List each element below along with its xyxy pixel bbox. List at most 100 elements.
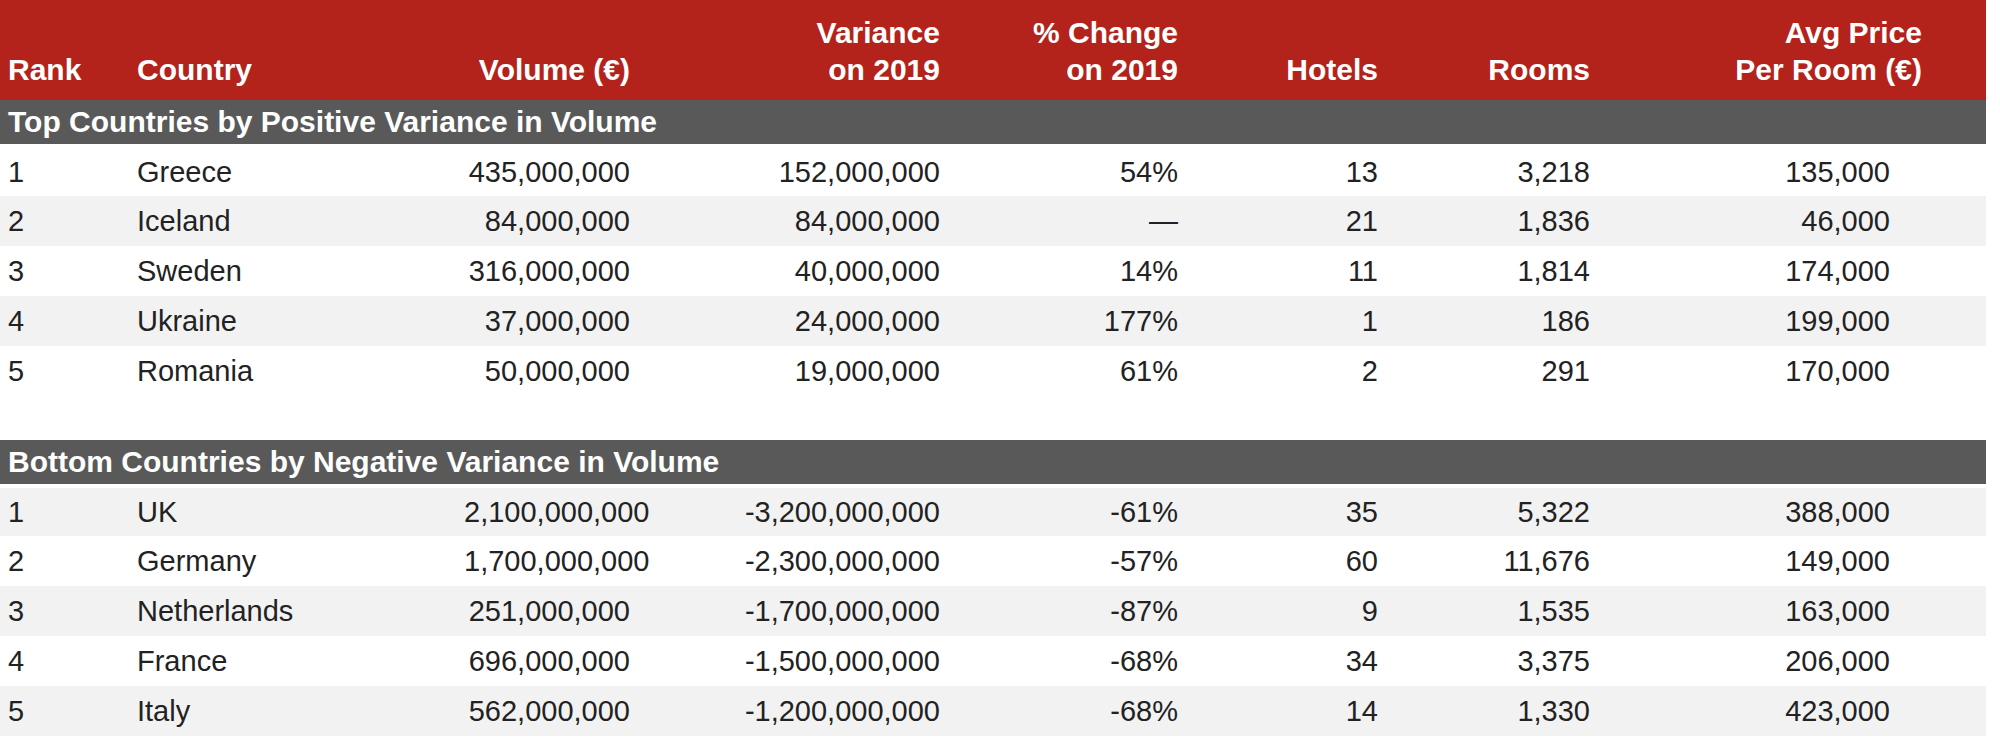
table-header: RankCountryVolume (€)Varianceon 2019% Ch… [0, 0, 1986, 100]
cell-country: Romania [130, 346, 464, 396]
column-header-label: Variance [630, 14, 940, 51]
cell-volume: 562,000,000 [464, 686, 630, 736]
cell-pct_change: -61% [940, 486, 1178, 536]
column-header-volume[interactable]: Volume (€) [464, 0, 630, 100]
cell-avg_price: 388,000 [1590, 486, 1986, 536]
cell-hotels: 13 [1178, 146, 1378, 196]
cell-rooms: 11,676 [1378, 536, 1590, 586]
cell-country: Italy [130, 686, 464, 736]
column-header-label: on 2019 [940, 51, 1178, 88]
cell-volume: 50,000,000 [464, 346, 630, 396]
cell-avg_price: 170,000 [1590, 346, 1986, 396]
cell-pct_change: 177% [940, 296, 1178, 346]
cell-avg_price: 163,000 [1590, 586, 1986, 636]
column-header-country[interactable]: Country [130, 0, 464, 100]
cell-variance: -1,500,000,000 [630, 636, 940, 686]
cell-variance: 19,000,000 [630, 346, 940, 396]
cell-country: Greece [130, 146, 464, 196]
cell-rank: 3 [0, 246, 130, 296]
table-row: 3Netherlands251,000,000-1,700,000,000-87… [0, 586, 1986, 636]
cell-volume: 84,000,000 [464, 196, 630, 246]
cell-volume: 435,000,000 [464, 146, 630, 196]
countries-variance-table: RankCountryVolume (€)Varianceon 2019% Ch… [0, 0, 1986, 736]
column-header-label: Per Room (€) [1590, 51, 1922, 88]
section-title: Bottom Countries by Negative Variance in… [0, 440, 1986, 486]
cell-hotels: 60 [1178, 536, 1378, 586]
cell-pct_change: — [940, 196, 1178, 246]
cell-pct_change: 61% [940, 346, 1178, 396]
table-section: Bottom Countries by Negative Variance in… [0, 440, 1986, 736]
cell-rooms: 291 [1378, 346, 1590, 396]
table-section: Top Countries by Positive Variance in Vo… [0, 100, 1986, 396]
table-row: 4Ukraine37,000,00024,000,000177%1186199,… [0, 296, 1986, 346]
cell-avg_price: 46,000 [1590, 196, 1986, 246]
cell-country: Ukraine [130, 296, 464, 346]
table-row: 2Germany1,700,000,000-2,300,000,000-57%6… [0, 536, 1986, 586]
cell-volume: 316,000,000 [464, 246, 630, 296]
cell-hotels: 14 [1178, 686, 1378, 736]
cell-country: France [130, 636, 464, 686]
cell-rank: 2 [0, 196, 130, 246]
cell-volume: 1,700,000,000 [464, 536, 630, 586]
section-banner-row: Bottom Countries by Negative Variance in… [0, 440, 1986, 486]
cell-rank: 2 [0, 536, 130, 586]
section-spacer [0, 396, 1986, 440]
section-banner-row: Top Countries by Positive Variance in Vo… [0, 100, 1986, 146]
cell-rank: 5 [0, 346, 130, 396]
cell-country: Germany [130, 536, 464, 586]
cell-hotels: 21 [1178, 196, 1378, 246]
cell-pct_change: -68% [940, 686, 1178, 736]
cell-pct_change: -87% [940, 586, 1178, 636]
column-header-rooms[interactable]: Rooms [1378, 0, 1590, 100]
table-row: 3Sweden316,000,00040,000,00014%111,81417… [0, 246, 1986, 296]
cell-hotels: 9 [1178, 586, 1378, 636]
cell-avg_price: 149,000 [1590, 536, 1986, 586]
cell-rooms: 1,535 [1378, 586, 1590, 636]
cell-variance: 84,000,000 [630, 196, 940, 246]
cell-country: UK [130, 486, 464, 536]
cell-pct_change: 54% [940, 146, 1178, 196]
section-title: Top Countries by Positive Variance in Vo… [0, 100, 1986, 146]
cell-rooms: 186 [1378, 296, 1590, 346]
cell-country: Netherlands [130, 586, 464, 636]
cell-variance: -1,200,000,000 [630, 686, 940, 736]
cell-rooms: 1,330 [1378, 686, 1590, 736]
cell-rooms: 1,836 [1378, 196, 1590, 246]
table-row: 1UK2,100,000,000-3,200,000,000-61%355,32… [0, 486, 1986, 536]
table-row: 5Romania50,000,00019,000,00061%2291170,0… [0, 346, 1986, 396]
cell-hotels: 2 [1178, 346, 1378, 396]
column-header-variance[interactable]: Varianceon 2019 [630, 0, 940, 100]
column-header-label: Hotels [1178, 51, 1378, 88]
cell-country: Sweden [130, 246, 464, 296]
cell-avg_price: 135,000 [1590, 146, 1986, 196]
column-header-hotels[interactable]: Hotels [1178, 0, 1378, 100]
column-header-label: Rank [8, 51, 130, 88]
cell-hotels: 35 [1178, 486, 1378, 536]
cell-rank: 1 [0, 146, 130, 196]
cell-variance: -2,300,000,000 [630, 536, 940, 586]
cell-variance: 24,000,000 [630, 296, 940, 346]
cell-pct_change: -57% [940, 536, 1178, 586]
column-header-label: Avg Price [1590, 14, 1922, 51]
cell-variance: 152,000,000 [630, 146, 940, 196]
cell-rooms: 5,322 [1378, 486, 1590, 536]
cell-avg_price: 174,000 [1590, 246, 1986, 296]
column-header-rank[interactable]: Rank [0, 0, 130, 100]
cell-volume: 2,100,000,000 [464, 486, 630, 536]
cell-avg_price: 199,000 [1590, 296, 1986, 346]
column-header-pct_change[interactable]: % Changeon 2019 [940, 0, 1178, 100]
column-header-avg_price[interactable]: Avg PricePer Room (€) [1590, 0, 1986, 100]
cell-variance: 40,000,000 [630, 246, 940, 296]
table-row: 4France696,000,000-1,500,000,000-68%343,… [0, 636, 1986, 686]
cell-hotels: 1 [1178, 296, 1378, 346]
cell-pct_change: -68% [940, 636, 1178, 686]
column-header-label: Country [137, 51, 464, 88]
spacer-cell [0, 396, 1986, 440]
cell-volume: 696,000,000 [464, 636, 630, 686]
table-row: 5Italy562,000,000-1,200,000,000-68%141,3… [0, 686, 1986, 736]
spacer-row [0, 396, 1986, 440]
cell-rank: 1 [0, 486, 130, 536]
cell-pct_change: 14% [940, 246, 1178, 296]
cell-rooms: 3,218 [1378, 146, 1590, 196]
cell-variance: -3,200,000,000 [630, 486, 940, 536]
